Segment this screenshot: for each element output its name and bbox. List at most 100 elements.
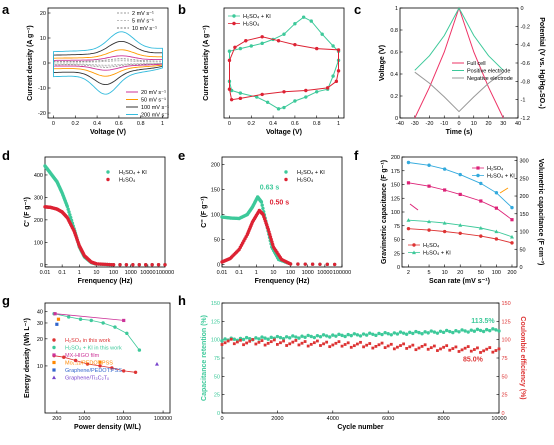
legend-label: H₂SO₄ xyxy=(119,178,136,184)
data-point xyxy=(131,263,135,267)
data-point xyxy=(398,330,403,334)
legend-marker xyxy=(232,21,236,26)
data-point xyxy=(494,237,499,241)
cv-curve-2 xyxy=(53,58,163,68)
x-tick-label: 10 xyxy=(270,270,276,276)
panel-c: c-40 -30 -20 -10 0 10 20 30 4000.20.40.60.81Time… xyxy=(354,2,545,136)
data-point xyxy=(301,15,306,19)
y-tick-label: 0 xyxy=(40,263,43,269)
plot-frame-g xyxy=(44,302,171,414)
x-tick-label: 10000 xyxy=(140,270,155,276)
x-tick-label: 1 xyxy=(337,121,340,127)
x-tick-label: 0.4 xyxy=(93,121,101,127)
y-tick-label: 50 xyxy=(214,374,220,380)
data-point xyxy=(304,95,308,99)
data-point xyxy=(281,336,286,341)
data-point xyxy=(340,344,344,348)
data-point xyxy=(229,97,234,102)
x-tick-label: 100000 xyxy=(333,270,351,276)
data-point xyxy=(266,337,270,341)
data-point xyxy=(303,262,307,266)
data-point xyxy=(334,79,339,84)
data-point xyxy=(312,341,316,345)
x-tick-label: 0 xyxy=(457,121,460,127)
data-point xyxy=(288,262,293,266)
data-point xyxy=(438,329,443,333)
x-tick-label: 100000 xyxy=(156,270,174,276)
data-point xyxy=(472,348,476,351)
y-tick-label: 0 xyxy=(397,265,400,271)
data-point xyxy=(451,330,455,335)
x-tick-label: 1 xyxy=(255,270,258,276)
value-annotation: 113.5% xyxy=(471,318,495,325)
y-tick-label: 20 xyxy=(40,11,46,17)
data-point xyxy=(386,344,390,348)
data-point xyxy=(322,342,325,346)
y-axis-label: Voltage (V) xyxy=(379,45,386,81)
legend-label: 10 mV s⁻¹ xyxy=(132,26,157,32)
x-axis-label: Frenquency (Hz) xyxy=(255,278,310,285)
data-point xyxy=(244,335,249,340)
data-point xyxy=(466,330,470,334)
y2-tick-label: -0.4 xyxy=(521,43,530,49)
x-tick-label: -40 xyxy=(396,121,404,127)
x-axis-label: Voltage (V) xyxy=(90,129,126,136)
legend-label: 50 mV s⁻¹ xyxy=(141,98,166,104)
data-point xyxy=(318,262,322,266)
data-point xyxy=(303,335,307,339)
data-point xyxy=(406,218,411,222)
y-tick-label: 0 xyxy=(217,263,220,269)
y2-tick-label: -0.2 xyxy=(521,24,530,30)
peak-annotation: 0.63 s xyxy=(260,185,280,192)
data-point xyxy=(389,333,393,337)
data-point xyxy=(380,332,384,337)
data-point xyxy=(223,341,227,345)
x-tick-label: 0.01 xyxy=(40,270,51,276)
data-point xyxy=(137,348,142,352)
data-point xyxy=(334,341,338,345)
data-point xyxy=(233,45,237,49)
data-point xyxy=(296,262,300,266)
data-point xyxy=(463,346,467,350)
y-tick-label: 150 xyxy=(211,301,220,307)
data-point xyxy=(150,263,154,267)
data-point xyxy=(444,328,449,333)
x-tick-label: 0.1 xyxy=(235,270,243,276)
panel-a: a 0 0.2 0.4 0.6 0.8 1 -20 -10 0 10 20 Voltage (V) Cur… xyxy=(2,2,169,136)
legend-label: H₂SO₄ xyxy=(423,243,440,249)
data-point xyxy=(254,336,258,340)
legend-label: H₂SO₄ + KI xyxy=(297,170,325,176)
x-tick-label: 0.8 xyxy=(313,121,321,127)
data-point xyxy=(336,48,341,52)
y2-tick-label: 25 xyxy=(502,393,508,399)
x-tick-label: 0 xyxy=(220,416,223,422)
data-point xyxy=(285,344,289,347)
data-point xyxy=(429,346,433,350)
data-point xyxy=(399,344,402,347)
y-tick-label: 1 xyxy=(395,6,398,12)
data-point xyxy=(309,342,313,346)
data-point xyxy=(276,343,279,346)
legend-marker xyxy=(52,345,56,350)
data-point xyxy=(361,332,366,336)
legend-label: H₂SO₄ + KI xyxy=(487,174,515,180)
x-tick-label: -10 xyxy=(440,121,448,127)
data-point xyxy=(405,347,409,350)
legend-label: H₂SO₄ + KI xyxy=(243,14,271,20)
x-tick-label: 10 xyxy=(471,121,477,127)
data-point xyxy=(389,342,393,346)
data-point xyxy=(78,317,83,321)
data-point xyxy=(122,369,126,373)
data-point xyxy=(328,335,332,339)
data-point xyxy=(85,362,90,366)
data-point xyxy=(320,32,324,36)
ragone-curve-1 xyxy=(54,313,140,351)
peak-annotation: 0.50 s xyxy=(270,200,290,207)
data-point xyxy=(458,172,462,177)
panel-d: d 0.01 0.1 1 10 100 1000 10000 100000 0 100 200 300 4… xyxy=(2,148,174,285)
y-tick-label: 75 xyxy=(214,356,220,362)
data-point xyxy=(417,330,421,335)
legend-marker xyxy=(284,170,288,174)
x-tick-label: 30 xyxy=(500,121,506,127)
data-point xyxy=(442,167,447,171)
